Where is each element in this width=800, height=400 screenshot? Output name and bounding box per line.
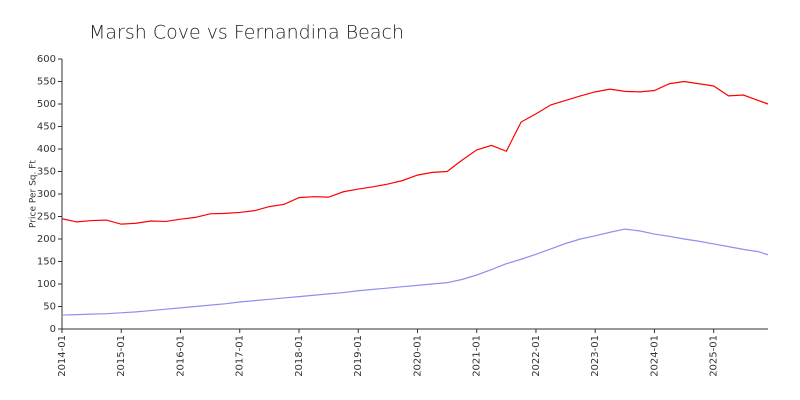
x-tick-label: 2025-01	[709, 335, 720, 377]
x-tick-label: 2021-01	[472, 335, 483, 377]
y-tick-label: 250	[37, 212, 56, 223]
y-tick-label: 550	[37, 77, 56, 88]
y-tick-label: 400	[37, 144, 56, 155]
x-tick-label: 2023-01	[590, 335, 601, 377]
y-axis-label: Price Per Sq. Ft	[29, 160, 39, 228]
y-tick-label: 50	[43, 302, 56, 313]
x-tick-label: 2016-01	[175, 335, 186, 377]
y-tick-label: 100	[37, 279, 56, 290]
chart-title: Marsh Cove vs Fernandina Beach	[89, 22, 404, 44]
y-tick-label: 0	[50, 324, 56, 335]
y-tick-label: 600	[37, 54, 56, 65]
x-tick-label: 2017-01	[235, 335, 246, 377]
x-tick-label: 2015-01	[116, 335, 127, 377]
x-tick-label: 2018-01	[294, 335, 305, 377]
series-line	[61, 228, 769, 316]
y-tick-label: 350	[37, 167, 56, 178]
y-tick-label: 200	[37, 234, 56, 245]
x-tick-label: 2019-01	[353, 335, 364, 377]
y-tick-label: 300	[37, 189, 56, 200]
y-tick-label: 150	[37, 257, 56, 268]
x-tick-label: 2020-01	[412, 335, 423, 377]
y-tick-label: 450	[37, 122, 56, 133]
y-tick-label: 500	[37, 99, 56, 110]
series-line	[61, 80, 769, 225]
x-tick-label: 2014-01	[57, 335, 68, 377]
x-tick-label: 2024-01	[649, 335, 660, 377]
x-tick-label: 2022-01	[531, 335, 542, 377]
